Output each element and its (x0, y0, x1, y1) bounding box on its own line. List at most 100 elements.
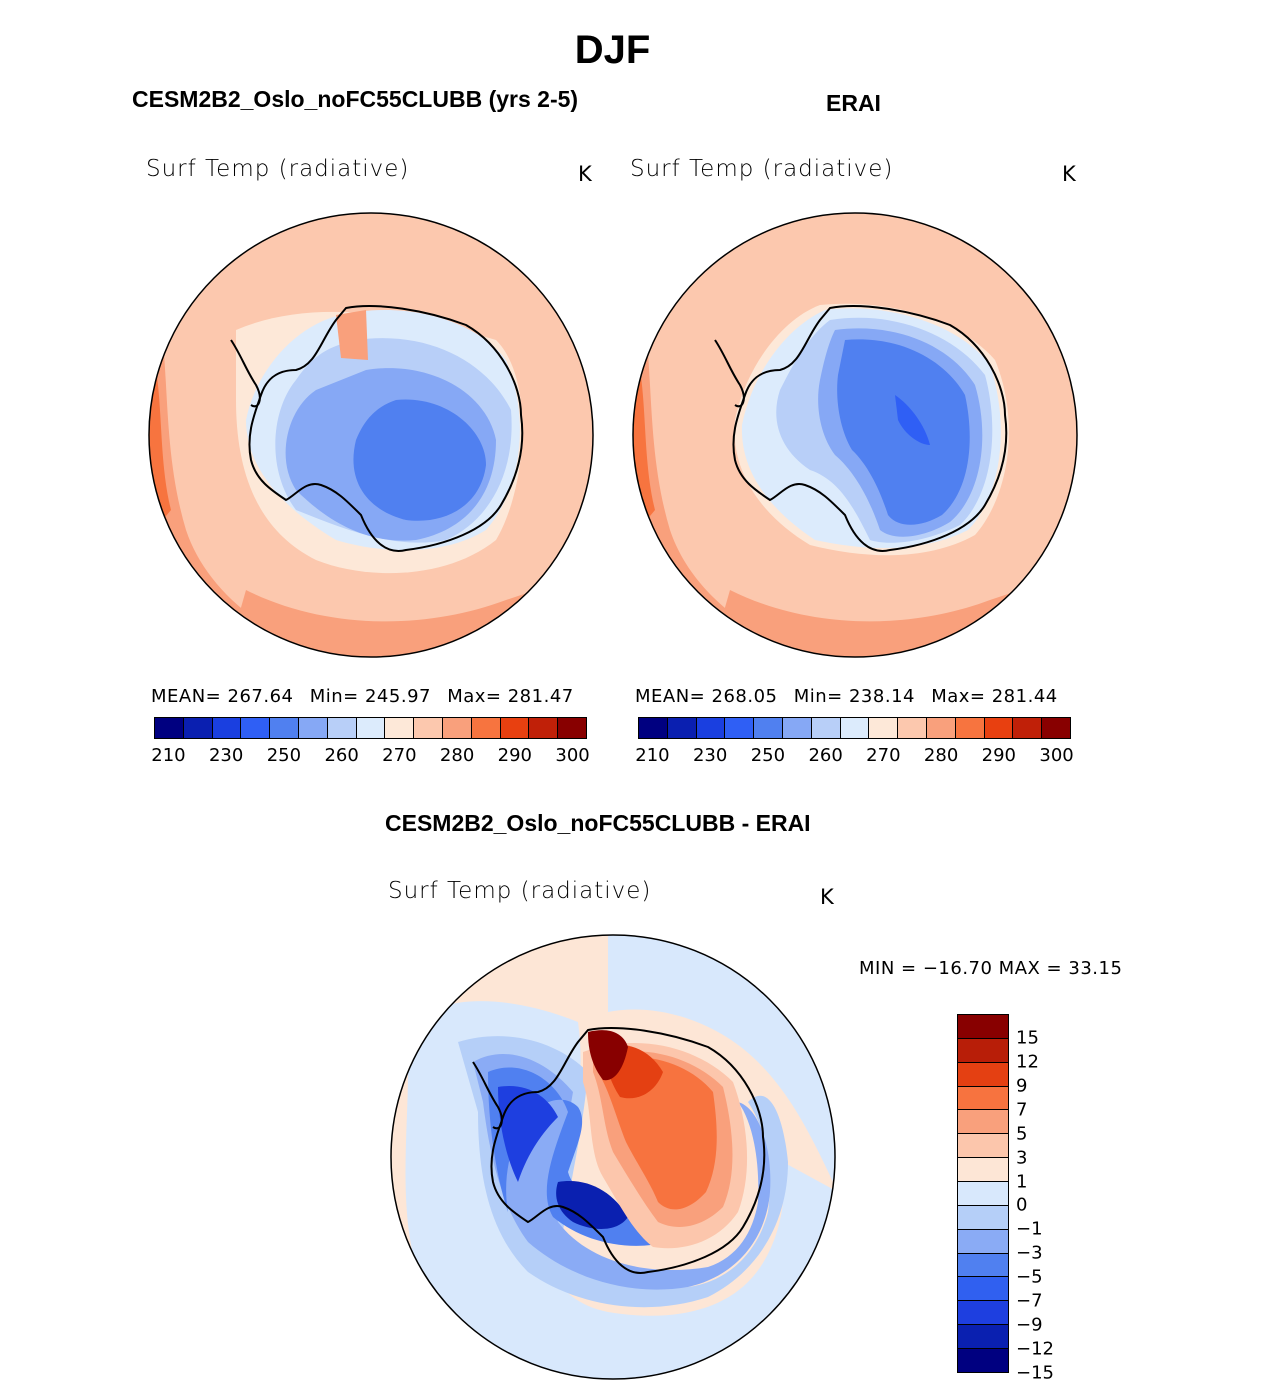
panel-1-mean-value: 267.64 (227, 686, 294, 707)
warm-patch (336, 310, 368, 360)
colorbar-tick-label: 260 (808, 745, 843, 766)
colorbar-swatch (958, 1301, 1008, 1326)
panel-2-min-label: Min= (793, 686, 843, 707)
panel-2-min-value: 238.14 (848, 686, 915, 707)
colorbar-tick-label: 0 (1016, 1194, 1028, 1216)
colorbar-swatch (696, 718, 726, 738)
peninsula-coastline (472, 1061, 503, 1130)
map-border (390, 934, 836, 1380)
difference-colorbar (957, 1014, 1009, 1373)
colorbar-swatch (241, 718, 271, 738)
colorbar-tick-label: 210 (151, 745, 186, 766)
colorbar-tick-label: 290 (981, 745, 1017, 766)
colorbar-tick-label: 250 (266, 745, 302, 766)
difference-map (390, 934, 836, 1380)
colorbar-tick-label: 250 (750, 745, 786, 766)
colorbar-swatch (958, 1325, 1008, 1350)
colorbar-swatch (298, 718, 328, 738)
colorbar-swatch (327, 718, 357, 738)
colorbar-swatch (500, 718, 530, 738)
antarctica-coastline (732, 305, 1008, 552)
panel-2-max-value: 281.44 (991, 686, 1058, 707)
panel-2-variable: Surf Temp (radiative) (630, 156, 894, 182)
colorbar-swatch (270, 718, 299, 738)
panel-2-mean-value: 268.05 (711, 686, 778, 707)
colorbar-swatch (639, 718, 668, 738)
colorbar-tick-label: 280 (923, 745, 959, 766)
colorbar-tick-label: 260 (324, 745, 359, 766)
colorbar-swatch (811, 718, 841, 738)
colorbar-tick-label: 280 (439, 745, 475, 766)
colorbar-tick-label: 7 (1016, 1099, 1028, 1121)
colorbar-tick-label: 300 (555, 745, 590, 766)
colorbar-swatch (958, 1182, 1008, 1206)
colorbar-swatch (958, 1038, 1008, 1063)
difference-colorbar-ticks: 15 12 9 7 5 3 1 0 −1 −3 −5 −7 −9 −12 −15 (1016, 1014, 1076, 1383)
colorbar-tick-label: −9 (1016, 1314, 1043, 1336)
colorbar-tick-label: 230 (208, 745, 244, 766)
panel-1-max-label: Max= (447, 686, 502, 707)
colorbar-swatch (958, 1110, 1008, 1135)
panel-1-units: K (578, 162, 592, 186)
colorbar-tick-label: 12 (1016, 1051, 1039, 1073)
colorbar-tick-label: −12 (1016, 1338, 1054, 1360)
colorbar-swatch (958, 1277, 1008, 1302)
colorbar-swatch (442, 718, 472, 738)
colorbar-swatch (958, 1062, 1008, 1087)
colorbar-tick-label: 300 (1039, 745, 1074, 766)
panel-2-colorbar: 210 230 250 260 270 280 290 300 (635, 717, 1074, 769)
colorbar-swatch (958, 1015, 1008, 1039)
colorbar-swatch (356, 718, 386, 738)
colorbar-tick-label: 5 (1016, 1123, 1028, 1145)
colorbar-tick-label: −15 (1016, 1362, 1054, 1384)
colorbar-swatch (958, 1349, 1008, 1372)
panel-2-mean-label: MEAN= (635, 686, 706, 707)
panel-2-max-label: Max= (931, 686, 986, 707)
colorbar-swatch (183, 718, 213, 738)
panel-1-map (148, 212, 594, 658)
peninsula-coastline (714, 339, 745, 408)
colorbar-tick-label: −5 (1016, 1266, 1043, 1288)
colorbar-swatch (958, 1205, 1008, 1230)
panel-1-variable: Surf Temp (radiative) (146, 156, 410, 182)
colorbar-tick-label: −3 (1016, 1242, 1043, 1264)
zone-245 (353, 399, 486, 521)
negative-core-south (556, 1181, 628, 1229)
colorbar-swatch (958, 1229, 1008, 1254)
colorbar-swatch (529, 718, 559, 738)
colorbar-swatch (926, 718, 956, 738)
colorbar-swatch (984, 718, 1014, 738)
panel-2-stats: MEAN= 268.05 Min= 238.14 Max= 281.44 (635, 686, 1058, 707)
colorbar-swatch (958, 1134, 1008, 1159)
colorbar-tick-label: −1 (1016, 1218, 1043, 1240)
colorbar-tick-label: 210 (635, 745, 670, 766)
colorbar-swatch (955, 718, 985, 738)
panel-2-title: ERAI (826, 90, 881, 116)
map-border (148, 212, 594, 658)
colorbar-swatch (1042, 718, 1070, 738)
colorbar-swatch (958, 1158, 1008, 1183)
panel-2-map (632, 212, 1078, 658)
colorbar-swatch (725, 718, 755, 738)
difference-units: K (820, 885, 834, 909)
antarctica-coastline (248, 305, 524, 552)
colorbar-swatch (1013, 718, 1043, 738)
panel-1-max-value: 281.47 (507, 686, 574, 707)
panel-2-units: K (1062, 162, 1076, 186)
colorbar-tick-label: 3 (1016, 1147, 1028, 1169)
colorbar-swatch (754, 718, 783, 738)
colorbar-swatch (958, 1086, 1008, 1111)
colorbar-tick-label: 290 (497, 745, 533, 766)
difference-minmax: MIN = −16.70 MAX = 33.15 (859, 958, 1123, 979)
zone-245 (837, 339, 970, 525)
colorbar-swatch (782, 718, 812, 738)
colorbar-tick-label: 230 (692, 745, 728, 766)
colorbar-swatch (840, 718, 870, 738)
colorbar-swatch (869, 718, 899, 738)
panel-1-mean-label: MEAN= (151, 686, 222, 707)
colorbar-tick-label: 15 (1016, 1027, 1039, 1049)
colorbar-swatch (958, 1253, 1008, 1278)
panel-1-min-label: Min= (309, 686, 359, 707)
positive-core (588, 1030, 628, 1081)
difference-variable: Surf Temp (radiative) (388, 878, 652, 904)
